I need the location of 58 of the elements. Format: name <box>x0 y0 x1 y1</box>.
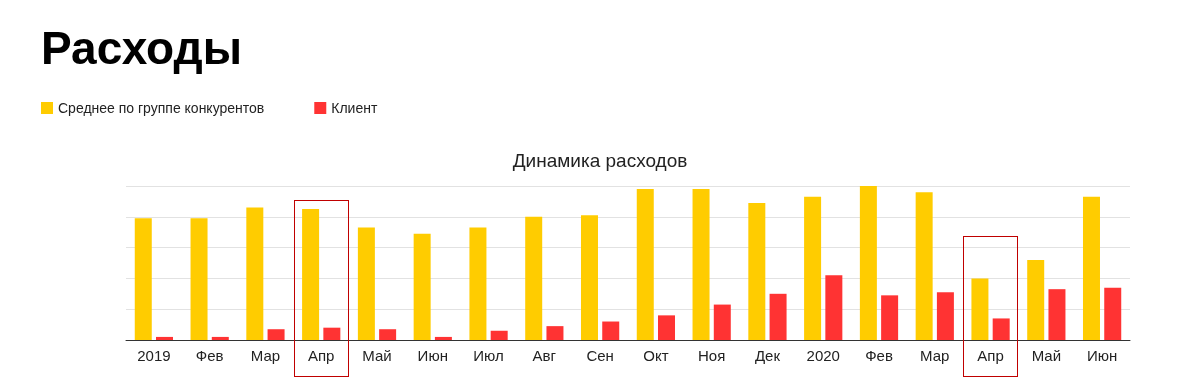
bar <box>748 202 766 340</box>
bar <box>190 218 208 340</box>
x-tick-label: Май <box>362 347 392 364</box>
bar <box>379 329 397 340</box>
x-tick-label: Апр <box>307 347 335 364</box>
bar <box>936 292 954 340</box>
bar <box>413 233 431 340</box>
x-tick-label: Апр <box>977 347 1004 364</box>
x-tick-label: Мар <box>250 347 281 364</box>
x-tick-label: Авг <box>532 347 557 364</box>
bar <box>246 207 264 340</box>
bar <box>323 327 341 340</box>
bar <box>156 336 174 340</box>
bar <box>546 326 564 340</box>
bar <box>1082 196 1100 340</box>
bar <box>881 295 899 340</box>
x-tick-label: Май <box>1031 347 1062 364</box>
bar <box>971 278 989 340</box>
x-tick-label: Мар <box>920 347 950 364</box>
bar <box>357 227 375 340</box>
x-tick-label: Фев <box>865 347 893 364</box>
bar <box>1104 287 1122 340</box>
bar <box>804 196 822 340</box>
x-tick-label: 2020 <box>806 347 840 364</box>
x-tick-label: 2019 <box>137 347 171 364</box>
x-tick-label: Сен <box>586 347 614 364</box>
x-tick-label: Июл <box>473 347 504 364</box>
chart-title: Расходы <box>41 22 243 74</box>
bar <box>713 304 731 340</box>
bar <box>490 330 508 340</box>
x-tick-label: Ноя <box>698 347 726 364</box>
bar <box>602 321 620 340</box>
bar <box>915 192 933 340</box>
bar <box>580 215 598 340</box>
bar <box>636 189 654 340</box>
bar <box>859 186 877 340</box>
bar <box>525 216 543 340</box>
bar <box>134 218 152 340</box>
x-tick-label: Июн <box>417 347 448 364</box>
bar <box>267 329 285 340</box>
chart-subtitle: Динамика расходов <box>512 150 688 171</box>
bar <box>825 275 843 340</box>
bar <box>992 318 1010 340</box>
bar <box>692 189 710 340</box>
legend-label: Среднее по группе конкурентов <box>58 100 265 116</box>
bar <box>1048 289 1066 340</box>
x-tick-label: Фев <box>195 347 224 364</box>
legend-label: Клиент <box>331 100 378 116</box>
x-tick-label: Дек <box>754 347 781 364</box>
bar <box>469 227 487 340</box>
bar <box>1027 259 1045 340</box>
bar <box>434 336 452 340</box>
bar <box>769 293 787 340</box>
x-tick-label: Июн <box>1086 347 1118 364</box>
bar <box>302 209 320 340</box>
x-tick-label: Окт <box>643 347 669 364</box>
bar <box>658 315 676 340</box>
bar <box>211 336 229 340</box>
